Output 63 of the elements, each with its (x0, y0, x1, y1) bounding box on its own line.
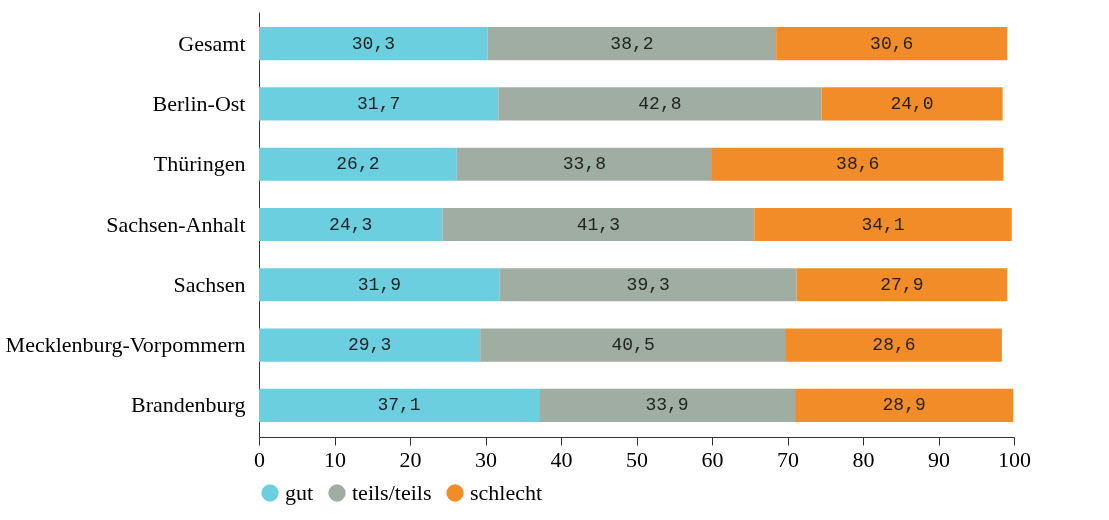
data-label: 38,2 (610, 33, 654, 54)
data-label: 33,8 (562, 154, 607, 175)
data-label: 27,9 (880, 274, 924, 295)
y-tick-label: Mecklenburg-Vorpommern (5, 332, 246, 358)
bar (776, 27, 1008, 61)
data-label: 30,6 (870, 33, 914, 54)
bar (259, 27, 488, 61)
x-tick-label: 0 (254, 446, 265, 472)
x-tick-label: 100 (998, 446, 1031, 472)
bar (259, 207, 443, 242)
bar (456, 147, 712, 181)
data-label: 41,3 (576, 214, 620, 235)
data-label: 37,1 (377, 395, 421, 416)
bar (712, 147, 1004, 181)
bar (785, 328, 1002, 362)
legend-label: gut (285, 480, 314, 505)
data-label: 24,0 (890, 93, 934, 114)
x-tick-label: 30 (475, 446, 497, 472)
bar (480, 328, 786, 362)
data-label: 28,6 (872, 335, 916, 356)
y-tick-label: Sachsen-Anhalt (106, 211, 246, 237)
x-tick-label: 60 (701, 446, 724, 472)
data-label: 29,3 (348, 335, 392, 356)
x-tick-label: 50 (626, 446, 648, 472)
legend-label: teils/teils (352, 480, 432, 505)
bar (442, 207, 755, 242)
data-label: 28,9 (882, 395, 926, 416)
bar (796, 268, 1008, 302)
y-tick-label: Thüringen (153, 151, 246, 177)
bar (259, 328, 481, 362)
bar (795, 388, 1014, 422)
legend-label: schlecht (470, 480, 543, 505)
x-tick-label: 80 (852, 446, 875, 472)
data-label: 40,5 (611, 335, 655, 356)
data-label: 33,9 (645, 395, 689, 416)
data-label: 34,1 (861, 214, 905, 235)
data-label: 38,6 (836, 154, 880, 175)
bar (499, 268, 797, 302)
y-tick-label: Gesamt (178, 30, 246, 56)
bar (259, 388, 540, 422)
bar (259, 87, 499, 121)
x-tick-label: 20 (399, 446, 422, 472)
x-tick-label: 40 (550, 446, 573, 472)
bar (754, 207, 1012, 242)
bar (821, 87, 1003, 121)
y-tick-label: Sachsen (173, 271, 246, 297)
y-tick-label: Brandenburg (131, 392, 246, 418)
x-tick-label: 90 (928, 446, 950, 472)
x-tick-label: 70 (777, 446, 799, 472)
data-label: 24,3 (329, 214, 373, 235)
data-label: 31,9 (357, 274, 402, 295)
bar (259, 268, 500, 302)
bar (539, 388, 796, 422)
data-label: 30,3 (351, 33, 395, 54)
x-tick-label: 10 (324, 446, 346, 472)
data-label: 26,2 (336, 154, 380, 175)
data-label: 39,3 (626, 274, 670, 295)
y-tick-label: Berlin-Ost (152, 90, 246, 116)
data-label: 42,8 (638, 93, 682, 114)
data-label: 31,7 (357, 93, 401, 114)
bar (259, 147, 457, 181)
bar (487, 27, 777, 61)
bar (498, 87, 822, 121)
